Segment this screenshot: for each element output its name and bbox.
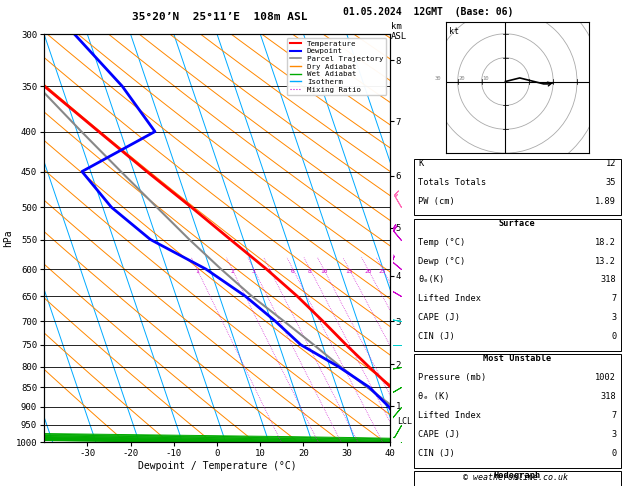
Text: Lifted Index: Lifted Index xyxy=(418,411,481,420)
Bar xyxy=(414,159,621,215)
Text: 1.89: 1.89 xyxy=(596,197,616,206)
Text: 4: 4 xyxy=(268,269,272,274)
Text: Most Unstable: Most Unstable xyxy=(483,354,552,363)
Text: 3: 3 xyxy=(611,430,616,439)
Text: 15: 15 xyxy=(345,269,353,274)
Text: km
ASL: km ASL xyxy=(391,22,408,40)
Text: 1: 1 xyxy=(195,269,199,274)
Text: kt: kt xyxy=(448,27,459,36)
Text: K: K xyxy=(418,159,423,168)
Text: 1002: 1002 xyxy=(596,373,616,382)
Y-axis label: hPa: hPa xyxy=(3,229,13,247)
Text: θₑ (K): θₑ (K) xyxy=(418,392,450,401)
Text: 0: 0 xyxy=(611,332,616,341)
Text: CAPE (J): CAPE (J) xyxy=(418,313,460,322)
Text: 10: 10 xyxy=(320,269,327,274)
Text: CAPE (J): CAPE (J) xyxy=(418,430,460,439)
Text: Surface: Surface xyxy=(499,219,536,228)
Text: 318: 318 xyxy=(601,276,616,284)
Text: 3: 3 xyxy=(611,313,616,322)
Text: CIN (J): CIN (J) xyxy=(418,332,455,341)
Text: 2: 2 xyxy=(230,269,234,274)
Text: 35°20’N  25°11’E  108m ASL: 35°20’N 25°11’E 108m ASL xyxy=(132,12,308,22)
Text: 20: 20 xyxy=(459,76,465,81)
Text: 30: 30 xyxy=(435,76,442,81)
Text: PW (cm): PW (cm) xyxy=(418,197,455,206)
Text: 8: 8 xyxy=(308,269,312,274)
Bar xyxy=(414,471,621,486)
Text: 13.2: 13.2 xyxy=(596,257,616,265)
Text: Temp (°C): Temp (°C) xyxy=(418,238,465,247)
Text: 01.05.2024  12GMT  (Base: 06): 01.05.2024 12GMT (Base: 06) xyxy=(343,7,513,17)
Text: 318: 318 xyxy=(601,392,616,401)
Text: 18.2: 18.2 xyxy=(596,238,616,247)
Text: 20: 20 xyxy=(364,269,372,274)
Legend: Temperature, Dewpoint, Parcel Trajectory, Dry Adiabat, Wet Adiabat, Isotherm, Mi: Temperature, Dewpoint, Parcel Trajectory… xyxy=(287,38,386,95)
Text: θₑ(K): θₑ(K) xyxy=(418,276,445,284)
Text: 35: 35 xyxy=(606,178,616,187)
Bar xyxy=(414,354,621,468)
Text: 3: 3 xyxy=(252,269,255,274)
Text: 0: 0 xyxy=(611,449,616,458)
Text: Hodograph: Hodograph xyxy=(494,471,541,480)
Text: 10: 10 xyxy=(483,76,489,81)
Text: 6: 6 xyxy=(291,269,295,274)
Text: 12: 12 xyxy=(606,159,616,168)
Text: LCL: LCL xyxy=(397,417,412,426)
Text: 25: 25 xyxy=(379,269,386,274)
X-axis label: Dewpoint / Temperature (°C): Dewpoint / Temperature (°C) xyxy=(138,461,296,471)
Text: CIN (J): CIN (J) xyxy=(418,449,455,458)
Text: Dewp (°C): Dewp (°C) xyxy=(418,257,465,265)
Text: Totals Totals: Totals Totals xyxy=(418,178,487,187)
Text: © weatheronline.co.uk: © weatheronline.co.uk xyxy=(464,473,568,482)
Text: Lifted Index: Lifted Index xyxy=(418,295,481,303)
Text: Pressure (mb): Pressure (mb) xyxy=(418,373,487,382)
Text: 7: 7 xyxy=(611,295,616,303)
Bar xyxy=(414,219,621,351)
Text: 7: 7 xyxy=(611,411,616,420)
